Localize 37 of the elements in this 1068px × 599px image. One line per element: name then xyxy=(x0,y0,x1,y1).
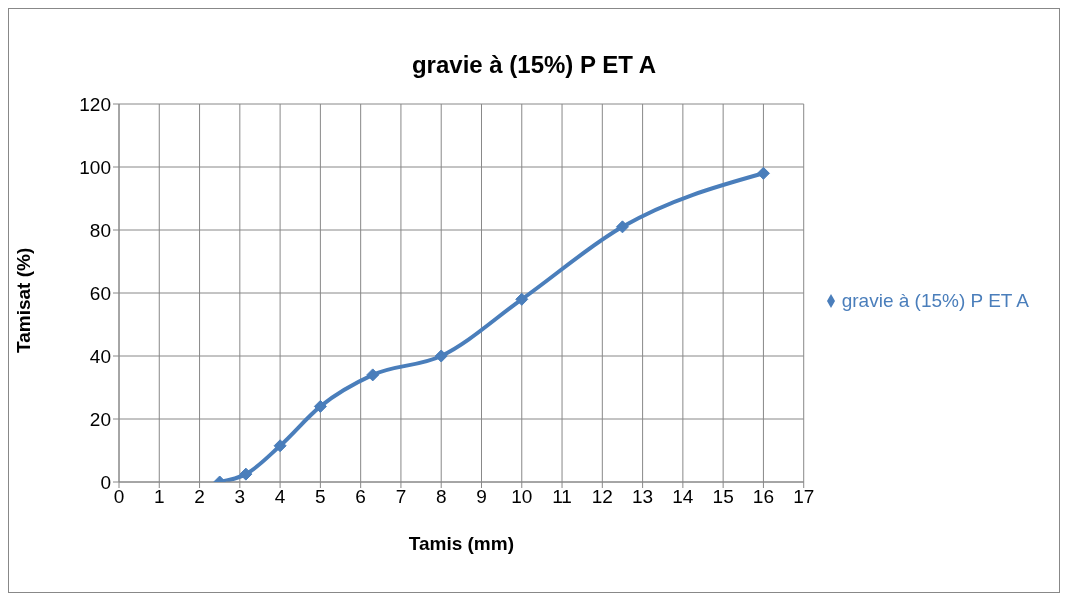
chart-title: gravie à (15%) P ET A xyxy=(410,51,658,79)
x-tick-label: 0 xyxy=(113,486,125,508)
point xyxy=(615,220,629,234)
x-tick-label: 16 xyxy=(752,486,774,508)
point xyxy=(366,368,380,382)
x-tick-label: 9 xyxy=(476,486,487,508)
y-tick-label: 80 xyxy=(89,219,111,241)
x-tick-label: 5 xyxy=(315,486,326,508)
x-tick-label: 7 xyxy=(395,486,407,508)
x-tick-label: 10 xyxy=(511,486,533,508)
y-tick-label: 20 xyxy=(89,408,111,430)
x-tick-label: 4 xyxy=(274,486,286,508)
x-tick-label: 13 xyxy=(632,486,654,508)
x-tick-label: 14 xyxy=(672,486,694,508)
x-tick-label: 11 xyxy=(552,486,572,508)
y-tick-label: 0 xyxy=(100,471,111,493)
x-axis-title: Tamis (mm) xyxy=(408,533,514,554)
x-tick-label: 2 xyxy=(194,486,205,508)
point xyxy=(515,292,529,306)
x-tick-label: 15 xyxy=(712,486,734,508)
y-tick-label: 40 xyxy=(89,345,111,367)
x-tick-label: 12 xyxy=(591,486,613,508)
y-tick-label: 120 xyxy=(79,93,111,115)
x-tick-label: 1 xyxy=(153,486,165,508)
x-tick-label: 6 xyxy=(355,486,366,508)
y-tick-label: 100 xyxy=(79,156,111,178)
y-axis-title: Tamisat (%) xyxy=(12,247,34,353)
y-tick-label: 60 xyxy=(89,282,111,304)
legend-label: gravie à (15%) P ET A xyxy=(841,289,1029,311)
point xyxy=(434,349,448,363)
point xyxy=(313,399,327,413)
x-tick-label: 8 xyxy=(435,486,447,508)
point xyxy=(239,467,253,481)
point xyxy=(273,439,287,453)
x-tick-label: 3 xyxy=(234,486,246,508)
point xyxy=(756,166,770,180)
x-tick-label: 17 xyxy=(793,486,815,508)
